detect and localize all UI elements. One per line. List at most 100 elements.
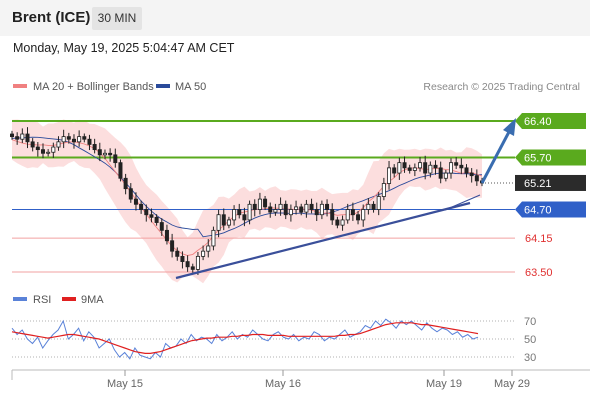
x-tick-label: May 15	[107, 378, 143, 390]
candle-body	[366, 203, 371, 210]
rsi-tick-label-30: 30	[524, 352, 536, 364]
candle-body	[257, 198, 262, 210]
candle-body	[381, 183, 386, 197]
candle-body	[180, 255, 185, 262]
candle-body	[278, 203, 283, 210]
candle-body	[221, 214, 226, 226]
candle-body	[20, 133, 25, 140]
candle-body	[340, 219, 345, 226]
candle-body	[30, 141, 35, 148]
rsi-tick-label-50: 50	[524, 334, 536, 346]
candle-body	[412, 167, 417, 171]
candle-body	[139, 203, 144, 210]
candle-body	[335, 219, 340, 226]
candle-body	[9, 133, 14, 138]
candle-body	[294, 206, 299, 210]
candle-body	[361, 209, 366, 221]
level-label-64.15: 64.15	[525, 233, 553, 245]
trend-line-short	[444, 194, 481, 211]
candle-body	[304, 203, 309, 213]
x-tick-label: May 16	[265, 378, 301, 390]
candle-body	[113, 154, 118, 164]
candle-body	[102, 152, 107, 156]
candle-body	[376, 196, 381, 210]
candle-body	[206, 245, 211, 252]
candle-body	[51, 146, 56, 153]
legend-label-9ma: 9MA	[81, 294, 104, 306]
candle-body	[433, 164, 438, 169]
level-label-63.50: 63.50	[525, 267, 553, 279]
candle-body	[268, 206, 273, 213]
legend-swatch-ma20	[13, 84, 27, 88]
candle-body	[144, 209, 149, 216]
instrument-title: Brent (ICE)	[12, 9, 91, 26]
candle-body	[87, 138, 92, 145]
candle-body	[56, 141, 61, 148]
candle-body	[356, 214, 361, 221]
candle-body	[392, 167, 397, 174]
candle-body	[309, 203, 314, 210]
candle-body	[185, 261, 190, 268]
candle-body	[15, 136, 20, 140]
candle-body	[66, 136, 71, 140]
legend-swatch-rsi	[13, 297, 27, 301]
candle-body	[149, 214, 154, 218]
candle-body	[61, 136, 66, 143]
trend-line-support	[175, 201, 471, 280]
candle-body	[247, 203, 252, 221]
candle-body	[211, 229, 216, 247]
x-tick-label: May 29	[494, 378, 530, 390]
legend-swatch-9ma	[62, 297, 76, 301]
candle-body	[273, 209, 278, 213]
candle-body	[345, 209, 350, 221]
rsi-ma9-line	[11, 322, 479, 354]
candle-body	[299, 206, 304, 213]
rsi-tick-label-70: 70	[524, 316, 536, 328]
candle-body	[263, 198, 268, 208]
candle-body	[242, 214, 247, 221]
candle-body	[40, 149, 45, 154]
candle-body	[97, 149, 102, 156]
candle-body	[128, 188, 133, 200]
chart-header: Brent (ICE) 30 MIN	[0, 0, 590, 36]
candle-body	[397, 162, 402, 174]
candle-body	[474, 175, 479, 182]
candle-body	[314, 209, 319, 216]
candle-body	[319, 203, 324, 216]
candle-body	[288, 209, 293, 216]
timeframe-button[interactable]: 30 MIN	[92, 7, 142, 30]
candle-body	[175, 250, 180, 257]
candle-body	[237, 209, 242, 216]
level-tag-65.70	[515, 149, 586, 166]
candle-body	[226, 219, 231, 226]
candle-body	[459, 164, 464, 169]
ma50-line	[11, 136, 483, 238]
candle-body	[423, 162, 428, 174]
projection-arrow-head	[503, 118, 516, 136]
watermark: Research © 2025 Trading Central	[423, 81, 580, 93]
candle-body	[469, 172, 474, 177]
candle-body	[133, 198, 138, 205]
level-tag-66.40	[515, 113, 586, 129]
candle-body	[407, 167, 412, 171]
candle-body	[154, 216, 159, 223]
chart-datetime: Monday, May 19, 2025 5:04:47 AM CET	[13, 41, 235, 55]
level-label-65.70: 65.70	[524, 152, 552, 164]
legend-label-ma20: MA 20 + Bollinger Bands	[33, 81, 154, 93]
legend-label-ma50: MA 50	[175, 81, 206, 93]
candle-body	[118, 162, 123, 179]
level-tag-64.70	[515, 201, 586, 218]
level-label-64.70: 64.70	[524, 205, 552, 217]
candle-body	[170, 240, 175, 252]
candle-body	[216, 214, 221, 231]
candle-body	[108, 152, 113, 156]
legend-label-rsi: RSI	[33, 294, 51, 306]
candle-body	[350, 209, 355, 216]
candle-body	[402, 162, 407, 169]
bollinger-band	[12, 119, 482, 284]
candle-body	[325, 203, 330, 210]
last-price-tag	[515, 174, 586, 191]
candle-body	[77, 136, 82, 143]
candle-body	[201, 250, 206, 257]
